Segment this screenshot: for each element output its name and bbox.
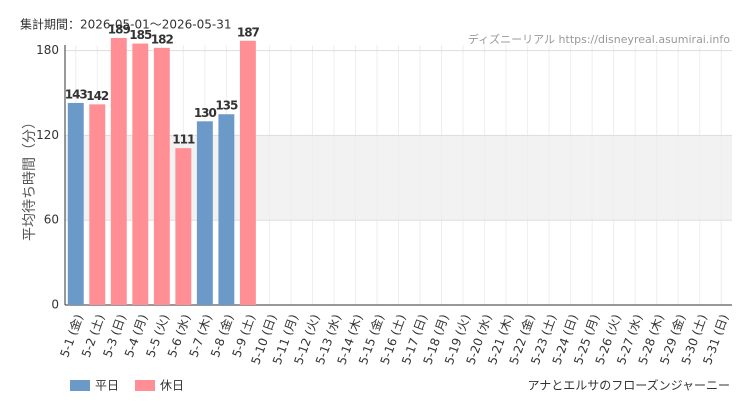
header: 集計期間：2026-05-01～2026-05-31 [20, 17, 231, 32]
y-tick-label: 0 [51, 298, 59, 312]
value-label: 135 [215, 99, 238, 113]
bar [132, 43, 149, 306]
legend-label: 平日 [95, 379, 119, 393]
y-tick-label: 60 [44, 213, 59, 227]
value-label: 185 [129, 28, 152, 42]
value-label: 142 [86, 89, 109, 103]
legend-label: 休日 [160, 379, 184, 393]
y-tick-label: 120 [36, 128, 59, 142]
source: ディズニーリアル https://disneyreal.asumirai.inf… [468, 32, 730, 46]
bar [218, 114, 235, 305]
bar [110, 37, 127, 305]
y-axis-label: 平均待ち時間（分） [22, 115, 38, 241]
value-label: 182 [151, 32, 174, 46]
bar [89, 104, 106, 305]
bar [67, 102, 84, 305]
value-label: 143 [65, 87, 88, 101]
value-label: 189 [108, 22, 131, 36]
footer: アナとエルサのフローズンジャーニー [527, 378, 730, 393]
value-label: 130 [194, 106, 217, 120]
value-label: 187 [237, 25, 260, 39]
y-tick-label: 180 [36, 43, 59, 57]
bar [196, 121, 213, 305]
legend-swatch [135, 380, 155, 391]
bar [239, 40, 256, 306]
bar [175, 148, 192, 305]
bar [153, 47, 170, 306]
legend-swatch [70, 380, 90, 391]
value-label: 111 [172, 133, 195, 147]
